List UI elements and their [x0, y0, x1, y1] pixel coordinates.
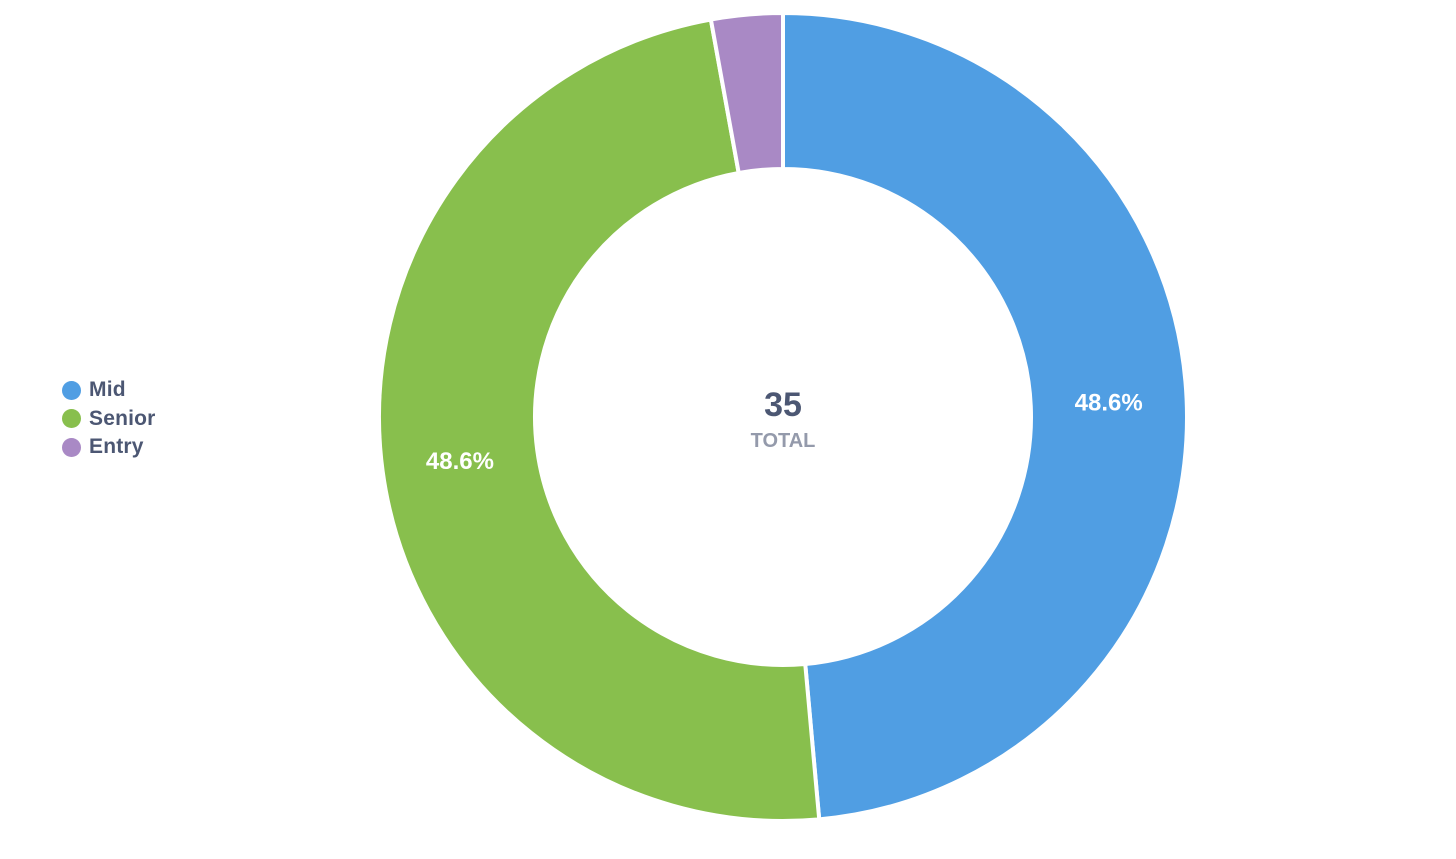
legend-label-entry: Entry: [89, 435, 144, 459]
legend-swatch-mid: [62, 380, 81, 400]
slice-label-senior: 48.6%: [426, 448, 494, 475]
legend-item-senior[interactable]: Senior: [62, 405, 156, 434]
legend-label-mid: Mid: [89, 378, 126, 402]
slice-senior[interactable]: [377, 17, 822, 823]
legend-item-mid[interactable]: Mid: [62, 376, 156, 405]
slice-entry[interactable]: [708, 11, 785, 175]
donut-slices: [377, 11, 1190, 823]
legend-swatch-senior: [62, 409, 81, 429]
slice-mid[interactable]: [781, 11, 1190, 822]
total-caption: TOTAL: [751, 430, 816, 452]
chart-legend: Mid Senior Entry: [62, 376, 156, 462]
legend-swatch-entry: [62, 437, 81, 457]
total-value: 35: [764, 386, 802, 424]
legend-item-entry[interactable]: Entry: [62, 433, 156, 462]
slice-labels: 48.6% 48.6%: [426, 389, 1143, 474]
legend-label-senior: Senior: [89, 406, 156, 430]
slice-label-mid: 48.6%: [1075, 389, 1143, 416]
